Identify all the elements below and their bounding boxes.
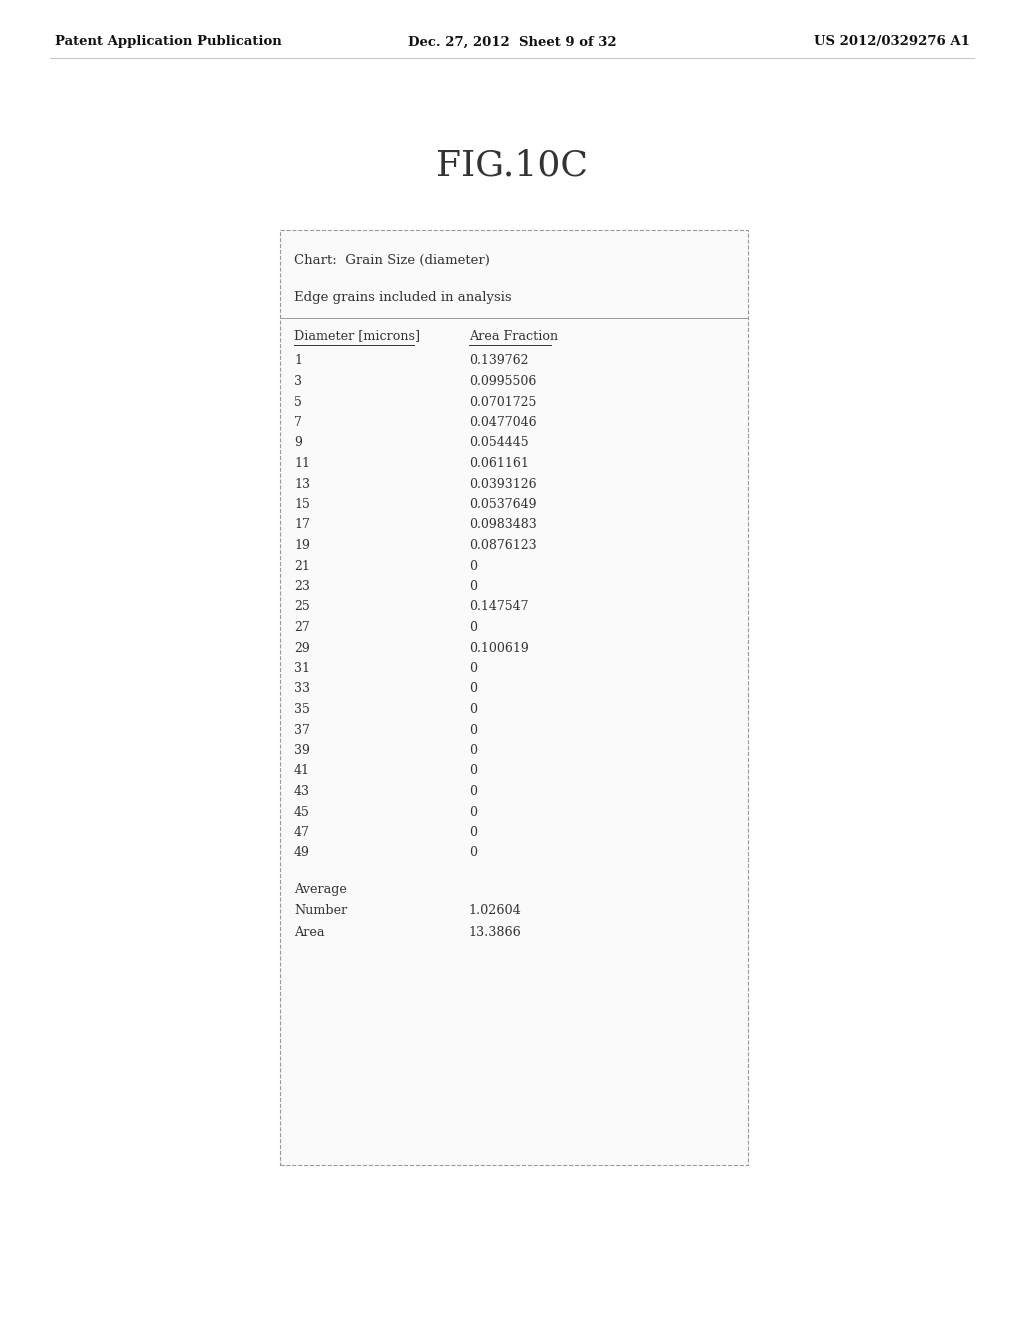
Text: 0.0701725: 0.0701725 <box>469 396 537 408</box>
Text: 35: 35 <box>294 704 310 715</box>
Text: 45: 45 <box>294 805 310 818</box>
Text: 11: 11 <box>294 457 310 470</box>
Text: 13: 13 <box>294 478 310 491</box>
Text: 5: 5 <box>294 396 302 408</box>
Text: 0: 0 <box>469 785 477 799</box>
Text: 27: 27 <box>294 620 309 634</box>
Text: 0.061161: 0.061161 <box>469 457 528 470</box>
Text: 39: 39 <box>294 744 310 756</box>
Text: 1.02604: 1.02604 <box>469 904 522 917</box>
Text: 17: 17 <box>294 519 310 532</box>
Text: 7: 7 <box>294 416 302 429</box>
Text: 0.0537649: 0.0537649 <box>469 498 537 511</box>
Text: 0.100619: 0.100619 <box>469 642 528 655</box>
Text: 0.054445: 0.054445 <box>469 437 528 450</box>
Text: 43: 43 <box>294 785 310 799</box>
Text: FIG.10C: FIG.10C <box>436 148 588 182</box>
Text: 0.147547: 0.147547 <box>469 601 528 614</box>
Text: Average: Average <box>294 883 347 895</box>
Text: 0: 0 <box>469 805 477 818</box>
Text: 0: 0 <box>469 846 477 859</box>
Text: Area: Area <box>294 927 325 940</box>
Text: 31: 31 <box>294 663 310 675</box>
Text: 0: 0 <box>469 663 477 675</box>
Text: 3: 3 <box>294 375 302 388</box>
Text: 49: 49 <box>294 846 310 859</box>
Text: Dec. 27, 2012  Sheet 9 of 32: Dec. 27, 2012 Sheet 9 of 32 <box>408 36 616 49</box>
Text: 21: 21 <box>294 560 310 573</box>
Text: Diameter [microns]: Diameter [microns] <box>294 330 420 342</box>
Text: 0: 0 <box>469 764 477 777</box>
Text: Edge grains included in analysis: Edge grains included in analysis <box>294 292 512 305</box>
Text: 0.0876123: 0.0876123 <box>469 539 537 552</box>
Text: 15: 15 <box>294 498 310 511</box>
Text: 0.0477046: 0.0477046 <box>469 416 537 429</box>
Text: 23: 23 <box>294 579 310 593</box>
Text: 0: 0 <box>469 744 477 756</box>
Text: 0: 0 <box>469 826 477 840</box>
Text: Patent Application Publication: Patent Application Publication <box>55 36 282 49</box>
Text: 47: 47 <box>294 826 310 840</box>
Text: 0: 0 <box>469 620 477 634</box>
Text: US 2012/0329276 A1: US 2012/0329276 A1 <box>814 36 970 49</box>
Text: 9: 9 <box>294 437 302 450</box>
Text: Number: Number <box>294 904 347 917</box>
Text: 0: 0 <box>469 560 477 573</box>
Text: 41: 41 <box>294 764 310 777</box>
Text: 29: 29 <box>294 642 309 655</box>
Text: 0.0393126: 0.0393126 <box>469 478 537 491</box>
Text: 1: 1 <box>294 355 302 367</box>
Text: 25: 25 <box>294 601 309 614</box>
Text: 0: 0 <box>469 579 477 593</box>
Text: 0: 0 <box>469 682 477 696</box>
Text: 0.0995506: 0.0995506 <box>469 375 537 388</box>
Text: 37: 37 <box>294 723 310 737</box>
Text: 13.3866: 13.3866 <box>469 927 522 940</box>
Text: 0.139762: 0.139762 <box>469 355 528 367</box>
Text: 0: 0 <box>469 704 477 715</box>
Text: 19: 19 <box>294 539 310 552</box>
Text: 33: 33 <box>294 682 310 696</box>
Text: Chart:  Grain Size (diameter): Chart: Grain Size (diameter) <box>294 253 489 267</box>
Text: 0.0983483: 0.0983483 <box>469 519 537 532</box>
Text: Area Fraction: Area Fraction <box>469 330 558 342</box>
Bar <box>280 230 748 1166</box>
Text: 0: 0 <box>469 723 477 737</box>
